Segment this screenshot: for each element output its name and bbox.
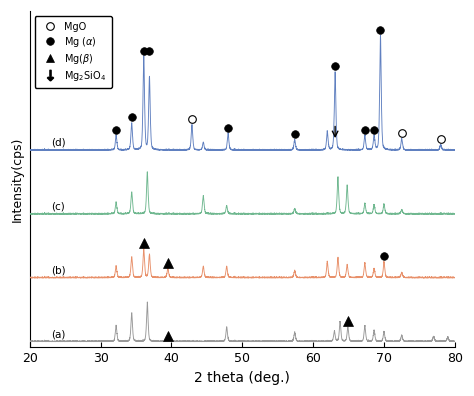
Y-axis label: Intensity(cps): Intensity(cps) bbox=[11, 137, 24, 222]
Text: (d): (d) bbox=[51, 138, 65, 148]
Text: (a): (a) bbox=[51, 329, 65, 339]
Legend: MgO, Mg ($\alpha$), Mg($\beta$), Mg$_2$SiO$_4$: MgO, Mg ($\alpha$), Mg($\beta$), Mg$_2$S… bbox=[35, 16, 111, 88]
Text: (b): (b) bbox=[51, 266, 65, 276]
X-axis label: 2 theta (deg.): 2 theta (deg.) bbox=[194, 371, 290, 385]
Text: (c): (c) bbox=[51, 202, 64, 212]
